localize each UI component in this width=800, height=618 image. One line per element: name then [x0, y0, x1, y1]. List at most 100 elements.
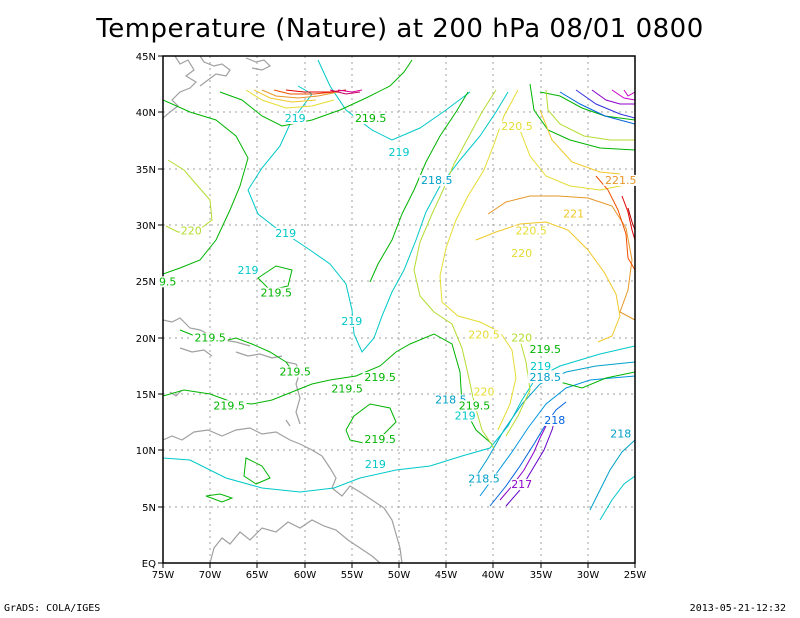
contour-label-background	[510, 332, 533, 344]
contour-label-background	[510, 479, 533, 491]
contour-label-background	[529, 360, 552, 372]
contour-label: 219.5	[213, 399, 245, 412]
lon-tick-label: 35W	[530, 570, 553, 581]
contour-label-background	[362, 434, 398, 446]
contour-label-background	[364, 458, 387, 470]
contour-label: 219.5	[364, 433, 396, 446]
lon-tick-label: 60W	[294, 570, 317, 581]
contour-label-background	[510, 248, 533, 260]
contour-label: 220.5	[468, 328, 500, 341]
contour-label-background	[388, 146, 410, 158]
lat-tick-label: 40N	[136, 108, 156, 119]
contour-label-background	[180, 225, 203, 237]
contour-label: 220	[511, 247, 532, 260]
contour-label-background	[466, 473, 502, 485]
contour-label: 218.5	[530, 371, 562, 384]
lon-tick-label: 55W	[341, 570, 364, 581]
lat-tick-label: 10N	[136, 446, 156, 457]
lon-tick-label: 70W	[199, 570, 222, 581]
contour-label: 218.5	[468, 473, 500, 486]
contour-label-background	[513, 225, 549, 237]
contour-label-background	[353, 113, 389, 124]
lat-tick-labels: EQ 5N 10N 15N 20N 25N 30N 35N 40N 45N	[136, 52, 156, 570]
lon-tick-label: 25W	[624, 570, 647, 581]
contour-label: 220	[511, 332, 532, 345]
contour-label: 9.5	[159, 275, 177, 288]
contour-label: 219	[275, 227, 296, 240]
contour-label: 218.5	[421, 174, 453, 187]
contour-label-background	[466, 329, 502, 341]
contour-label-background	[274, 227, 297, 239]
contour-label: 219	[341, 315, 362, 328]
contour-label: 219	[530, 360, 551, 373]
contour-label-background	[211, 400, 247, 412]
contour-label-background	[527, 372, 563, 384]
contour-label: 219.5	[355, 112, 387, 125]
lat-tick-label: 15N	[136, 390, 156, 401]
contour-label-background	[192, 332, 228, 344]
contour-label: 218	[544, 414, 565, 427]
lat-tick-label: 30N	[136, 221, 156, 232]
contour-label-background	[156, 276, 179, 288]
contour-label-background	[499, 120, 535, 132]
contour-label-background	[329, 383, 365, 395]
contour-label: 219.5	[261, 287, 293, 300]
contour-label: 219	[455, 409, 476, 422]
contour-label: 217	[511, 478, 532, 491]
contour-label: 219.5	[279, 366, 311, 379]
contour-label: 220.5	[501, 120, 533, 133]
contour-label-background	[433, 394, 469, 406]
footer-credit: GrADS: COLA/IGES	[4, 603, 101, 614]
contour-label: 218	[610, 427, 631, 440]
contour-label-background	[362, 372, 398, 384]
lat-tick-label: 20N	[136, 334, 156, 345]
contour-label: 219.5	[530, 343, 562, 356]
contour-label-background	[237, 265, 259, 277]
contour-label: 221	[563, 208, 584, 221]
contour-label-background	[277, 366, 313, 378]
contour-label: 219.5	[459, 399, 491, 412]
contour-label-background	[454, 410, 476, 422]
contour-label: 221.5	[605, 174, 637, 187]
contour-label-background	[543, 414, 566, 426]
contour-label-background	[562, 208, 585, 220]
contour-label-background	[527, 343, 563, 355]
contour-label-background	[609, 428, 632, 440]
contour-label: 219	[238, 264, 259, 277]
contour-label: 220.5	[515, 225, 547, 238]
contour-label: 219	[389, 146, 410, 159]
lat-tick-label: 45N	[136, 52, 156, 63]
lon-tick-label: 45W	[435, 570, 458, 581]
lon-tick-labels: 75W 70W 65W 60W 55W 50W 45W 40W 35W 30W …	[152, 570, 647, 581]
map-title: Temperature (Nature) at 200 hPa 08/01 08…	[96, 14, 704, 44]
lat-tick-label: 35N	[136, 165, 156, 176]
contour-label-background	[340, 315, 363, 327]
contour-label-background	[284, 113, 307, 124]
contour-label: 219	[285, 112, 306, 125]
lat-tick-label: 25N	[136, 277, 156, 288]
temperature-contours	[163, 59, 635, 521]
contour-label-background	[603, 174, 639, 186]
contour-label-background	[419, 174, 455, 186]
lon-tick-label: 75W	[152, 570, 175, 581]
lon-tick-label: 50W	[388, 570, 411, 581]
contour-label: 219.5	[194, 332, 226, 345]
contour-label: 219.5	[331, 382, 363, 395]
contour-label: 220	[181, 225, 202, 238]
lon-tick-label: 65W	[246, 570, 269, 581]
lat-tick-label: 5N	[142, 503, 156, 514]
map-gridlines	[163, 56, 635, 563]
coastlines	[163, 56, 403, 563]
lon-tick-label: 30W	[577, 570, 600, 581]
contour-label-background	[457, 400, 492, 412]
lon-tick-label: 40W	[482, 570, 505, 581]
footer-timestamp: 2013-05-21-12:32	[689, 603, 786, 614]
contour-label: 219.5	[364, 371, 396, 384]
contour-label: 220	[474, 386, 495, 399]
contour-label-background	[473, 386, 495, 398]
lat-tick-label: EQ	[142, 559, 156, 570]
contour-label: 219	[365, 458, 386, 471]
contour-label-background	[258, 287, 294, 299]
